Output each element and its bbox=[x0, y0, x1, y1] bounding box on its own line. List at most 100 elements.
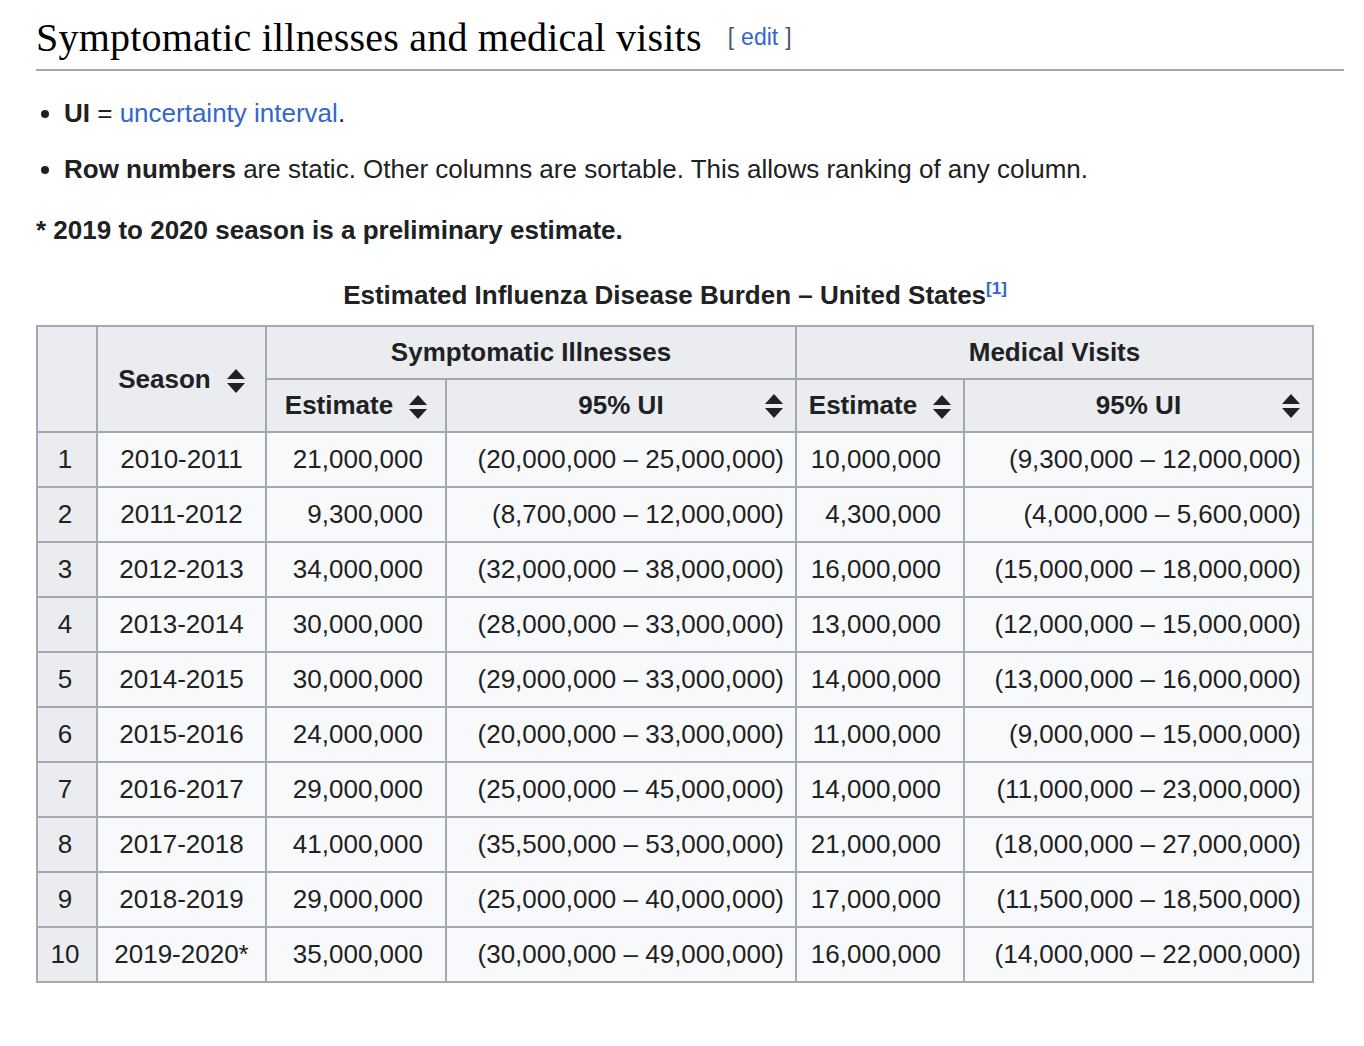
reference-link[interactable]: [1] bbox=[986, 279, 1007, 298]
symptomatic-ui-cell: (20,000,000 – 25,000,000) bbox=[446, 432, 796, 487]
symptomatic-ui-cell: (20,000,000 – 33,000,000) bbox=[446, 707, 796, 762]
symptomatic-estimate-cell: 29,000,000 bbox=[266, 762, 446, 817]
medical-estimate-cell: 17,000,000 bbox=[796, 872, 964, 927]
column-header-mv-ui[interactable]: 95% UI bbox=[964, 379, 1313, 432]
symptomatic-ui-cell: (28,000,000 – 33,000,000) bbox=[446, 597, 796, 652]
row-number-cell: 2 bbox=[37, 487, 97, 542]
list-item-ui-definition: UI = uncertainty interval. bbox=[64, 97, 1344, 130]
season-cell: 2010-2011 bbox=[97, 432, 266, 487]
symptomatic-ui-cell: (35,500,000 – 53,000,000) bbox=[446, 817, 796, 872]
symptomatic-estimate-cell: 35,000,000 bbox=[266, 927, 446, 982]
symptomatic-ui-cell: (29,000,000 – 33,000,000) bbox=[446, 652, 796, 707]
table-row: 1 2010-2011 21,000,000 (20,000,000 – 25,… bbox=[37, 432, 1313, 487]
table-row: 10 2019-2020* 35,000,000 (30,000,000 – 4… bbox=[37, 927, 1313, 982]
symptomatic-estimate-cell: 24,000,000 bbox=[266, 707, 446, 762]
sort-icon bbox=[933, 395, 951, 419]
sort-icon bbox=[409, 395, 427, 419]
symptomatic-ui-cell: (32,000,000 – 38,000,000) bbox=[446, 542, 796, 597]
table-caption: Estimated Influenza Disease Burden – Uni… bbox=[36, 280, 1314, 325]
season-cell: 2012-2013 bbox=[97, 542, 266, 597]
table-row: 9 2018-2019 29,000,000 (25,000,000 – 40,… bbox=[37, 872, 1313, 927]
row-number-cell: 6 bbox=[37, 707, 97, 762]
ui-equals: = bbox=[90, 98, 120, 128]
medical-estimate-cell: 14,000,000 bbox=[796, 762, 964, 817]
column-header-si-ui[interactable]: 95% UI bbox=[446, 379, 796, 432]
table-row: 2 2011-2012 9,300,000 (8,700,000 – 12,00… bbox=[37, 487, 1313, 542]
sort-icon bbox=[765, 394, 783, 418]
symptomatic-estimate-cell: 34,000,000 bbox=[266, 542, 446, 597]
symptomatic-estimate-cell: 9,300,000 bbox=[266, 487, 446, 542]
medical-estimate-cell: 16,000,000 bbox=[796, 542, 964, 597]
ui-period: . bbox=[338, 98, 345, 128]
row-number-cell: 4 bbox=[37, 597, 97, 652]
uncertainty-interval-link[interactable]: uncertainty interval bbox=[120, 98, 338, 128]
symptomatic-ui-cell: (8,700,000 – 12,000,000) bbox=[446, 487, 796, 542]
medical-estimate-cell: 10,000,000 bbox=[796, 432, 964, 487]
medical-estimate-cell: 13,000,000 bbox=[796, 597, 964, 652]
row-number-column-header bbox=[37, 326, 97, 432]
sort-icon bbox=[227, 369, 245, 393]
medical-ui-cell: (12,000,000 – 15,000,000) bbox=[964, 597, 1313, 652]
season-cell: 2015-2016 bbox=[97, 707, 266, 762]
row-number-cell: 1 bbox=[37, 432, 97, 487]
row-number-cell: 10 bbox=[37, 927, 97, 982]
edit-link[interactable]: edit bbox=[741, 24, 778, 50]
symptomatic-estimate-cell: 21,000,000 bbox=[266, 432, 446, 487]
list-item-sortability: Row numbers are static. Other columns ar… bbox=[64, 153, 1344, 186]
sortability-text: are static. Other columns are sortable. … bbox=[236, 154, 1088, 184]
symptomatic-estimate-cell: 30,000,000 bbox=[266, 597, 446, 652]
mv-ui-header-label: 95% UI bbox=[1096, 390, 1181, 420]
medical-ui-cell: (4,000,000 – 5,600,000) bbox=[964, 487, 1313, 542]
row-numbers-term: Row numbers bbox=[64, 154, 236, 184]
medical-ui-cell: (11,000,000 – 23,000,000) bbox=[964, 762, 1313, 817]
medical-ui-cell: (9,000,000 – 15,000,000) bbox=[964, 707, 1313, 762]
table-body: 1 2010-2011 21,000,000 (20,000,000 – 25,… bbox=[37, 432, 1313, 982]
medical-estimate-cell: 21,000,000 bbox=[796, 817, 964, 872]
medical-ui-cell: (13,000,000 – 16,000,000) bbox=[964, 652, 1313, 707]
table-row: 7 2016-2017 29,000,000 (25,000,000 – 45,… bbox=[37, 762, 1313, 817]
mv-estimate-header-label: Estimate bbox=[809, 390, 917, 420]
season-cell: 2014-2015 bbox=[97, 652, 266, 707]
medical-ui-cell: (15,000,000 – 18,000,000) bbox=[964, 542, 1313, 597]
medical-estimate-cell: 16,000,000 bbox=[796, 927, 964, 982]
influenza-burden-table: Estimated Influenza Disease Burden – Uni… bbox=[36, 280, 1314, 983]
column-header-season[interactable]: Season bbox=[97, 326, 266, 432]
header-row-groups: Season Symptomatic Illnesses Medical Vis… bbox=[37, 326, 1313, 379]
symptomatic-estimate-cell: 30,000,000 bbox=[266, 652, 446, 707]
row-number-cell: 3 bbox=[37, 542, 97, 597]
season-cell: 2017-2018 bbox=[97, 817, 266, 872]
column-header-mv-estimate[interactable]: Estimate bbox=[796, 379, 964, 432]
medical-ui-cell: (18,000,000 – 27,000,000) bbox=[964, 817, 1313, 872]
symptomatic-ui-cell: (25,000,000 – 45,000,000) bbox=[446, 762, 796, 817]
season-cell: 2016-2017 bbox=[97, 762, 266, 817]
si-estimate-header-label: Estimate bbox=[285, 390, 393, 420]
row-number-cell: 5 bbox=[37, 652, 97, 707]
page-title: Symptomatic illnesses and medical visits bbox=[36, 15, 702, 60]
symptomatic-ui-cell: (30,000,000 – 49,000,000) bbox=[446, 927, 796, 982]
table-header: Season Symptomatic Illnesses Medical Vis… bbox=[37, 326, 1313, 432]
group-header-symptomatic-illnesses: Symptomatic Illnesses bbox=[266, 326, 796, 379]
edit-bracket-open: [ bbox=[728, 24, 734, 50]
medical-ui-cell: (9,300,000 – 12,000,000) bbox=[964, 432, 1313, 487]
table-row: 4 2013-2014 30,000,000 (28,000,000 – 33,… bbox=[37, 597, 1313, 652]
season-cell: 2013-2014 bbox=[97, 597, 266, 652]
medical-estimate-cell: 14,000,000 bbox=[796, 652, 964, 707]
sort-icon bbox=[1282, 394, 1300, 418]
column-header-si-estimate[interactable]: Estimate bbox=[266, 379, 446, 432]
medical-estimate-cell: 4,300,000 bbox=[796, 487, 964, 542]
table-row: 5 2014-2015 30,000,000 (29,000,000 – 33,… bbox=[37, 652, 1313, 707]
group-header-medical-visits: Medical Visits bbox=[796, 326, 1313, 379]
season-header-label: Season bbox=[118, 364, 211, 394]
row-number-cell: 8 bbox=[37, 817, 97, 872]
section-heading-row: Symptomatic illnesses and medical visits… bbox=[36, 14, 1344, 71]
table-caption-text: Estimated Influenza Disease Burden – Uni… bbox=[343, 280, 986, 310]
symptomatic-estimate-cell: 29,000,000 bbox=[266, 872, 446, 927]
edit-bracket-close: ] bbox=[785, 24, 791, 50]
medical-ui-cell: (11,500,000 – 18,500,000) bbox=[964, 872, 1313, 927]
ui-term: UI bbox=[64, 98, 90, 128]
medical-estimate-cell: 11,000,000 bbox=[796, 707, 964, 762]
si-ui-header-label: 95% UI bbox=[578, 390, 663, 420]
row-number-cell: 7 bbox=[37, 762, 97, 817]
article-section: Symptomatic illnesses and medical visits… bbox=[0, 0, 1364, 1023]
row-number-cell: 9 bbox=[37, 872, 97, 927]
